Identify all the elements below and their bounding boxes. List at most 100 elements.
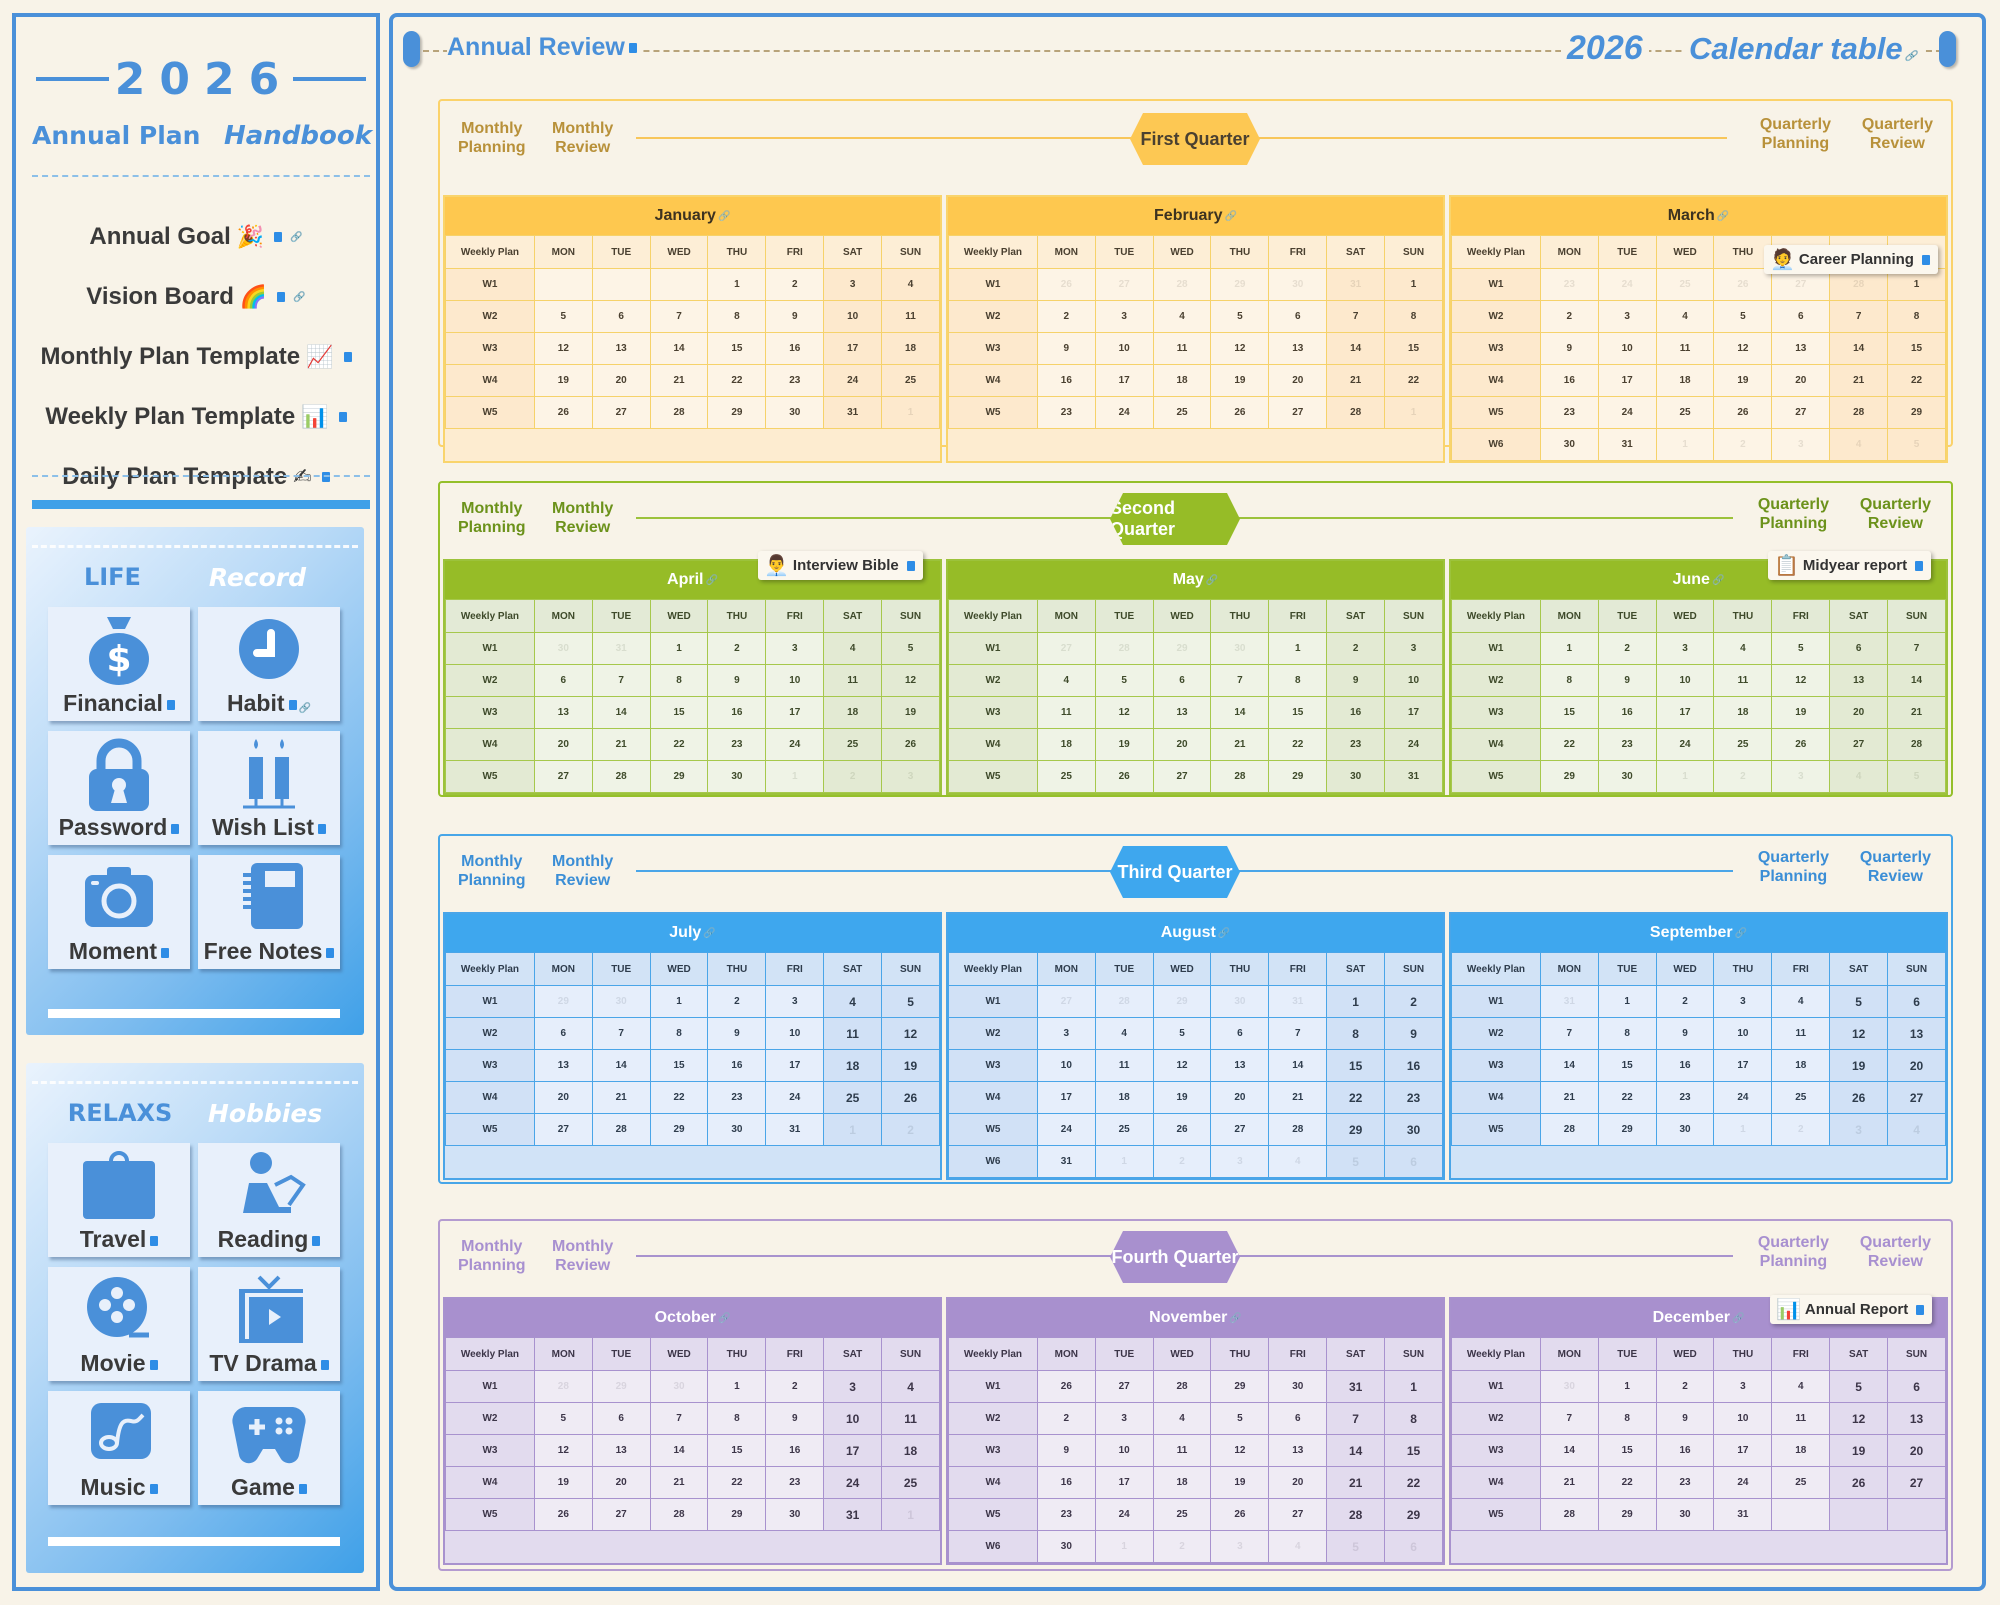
day-cell[interactable]: 22 bbox=[1597, 1081, 1657, 1114]
day-cell[interactable]: 1 bbox=[1539, 632, 1599, 665]
note-icon[interactable] bbox=[320, 1359, 329, 1370]
day-cell[interactable]: 14 bbox=[649, 332, 709, 365]
day-cell[interactable]: 22 bbox=[1539, 728, 1599, 761]
day-cell[interactable]: 24 bbox=[1094, 396, 1154, 429]
day-cell[interactable]: 12 bbox=[533, 332, 593, 365]
day-cell[interactable]: 25 bbox=[1152, 396, 1212, 429]
day-cell[interactable]: 26 bbox=[881, 1081, 940, 1114]
day-cell[interactable]: 25 bbox=[823, 728, 883, 761]
day-cell[interactable] bbox=[1887, 1498, 1946, 1531]
month-title[interactable]: August 🔗 bbox=[948, 914, 1443, 952]
day-cell[interactable]: 10 bbox=[765, 664, 825, 697]
link-icon[interactable]: 🔗 bbox=[1734, 927, 1748, 939]
menu-item-monthly-plan-template[interactable]: Monthly Plan Template 📈 bbox=[16, 327, 376, 387]
day-cell[interactable]: 15 bbox=[649, 696, 709, 729]
day-cell[interactable]: 16 bbox=[765, 332, 825, 365]
day-cell[interactable]: 15 bbox=[1326, 1049, 1386, 1082]
day-cell[interactable]: 4 bbox=[1887, 1113, 1946, 1146]
day-cell[interactable]: 12 bbox=[533, 1434, 593, 1467]
tile-movie[interactable]: Movie bbox=[48, 1267, 190, 1381]
day-cell[interactable]: 27 bbox=[1036, 985, 1096, 1018]
day-cell[interactable]: 22 bbox=[649, 728, 709, 761]
day-cell[interactable]: 21 bbox=[649, 1466, 709, 1499]
note-icon[interactable] bbox=[343, 352, 352, 362]
day-cell[interactable]: 5 bbox=[1210, 300, 1270, 333]
day-cell[interactable]: 4 bbox=[1268, 1530, 1328, 1563]
day-cell[interactable]: 1 bbox=[1384, 268, 1443, 301]
note-icon[interactable] bbox=[274, 232, 283, 242]
day-cell[interactable]: 23 bbox=[707, 1081, 767, 1114]
month-title[interactable]: February 🔗 bbox=[948, 197, 1443, 235]
link-icon[interactable]: 🔗 bbox=[298, 703, 311, 714]
day-cell[interactable]: 4 bbox=[881, 268, 940, 301]
day-cell[interactable]: 30 bbox=[1384, 1113, 1443, 1146]
float-card-midyear-report[interactable]: 📋 Midyear report bbox=[1768, 551, 1932, 580]
day-cell[interactable]: 29 bbox=[1152, 985, 1212, 1018]
day-cell[interactable]: 21 bbox=[591, 728, 651, 761]
day-cell[interactable]: 11 bbox=[1036, 696, 1096, 729]
day-cell[interactable]: 20 bbox=[1268, 1466, 1328, 1499]
note-icon[interactable] bbox=[321, 472, 330, 482]
day-cell[interactable]: 30 bbox=[1539, 1370, 1599, 1403]
day-cell[interactable]: 3 bbox=[823, 1370, 883, 1403]
quarterly-review-link[interactable]: Quarterly Review bbox=[1861, 116, 1933, 152]
day-cell[interactable]: 23 bbox=[1539, 268, 1599, 301]
day-cell[interactable]: 1 bbox=[823, 1113, 883, 1146]
day-cell[interactable]: 18 bbox=[1152, 1466, 1212, 1499]
link-icon[interactable]: 🔗 bbox=[1731, 1312, 1745, 1324]
link-icon[interactable]: 🔗 bbox=[705, 574, 718, 586]
day-cell[interactable]: 19 bbox=[1094, 728, 1154, 761]
day-cell[interactable]: 3 bbox=[1655, 632, 1715, 665]
day-cell[interactable]: 2 bbox=[1539, 300, 1599, 333]
day-cell[interactable]: 18 bbox=[881, 1434, 940, 1467]
day-cell[interactable]: 30 bbox=[1268, 1370, 1328, 1403]
day-cell[interactable]: 30 bbox=[765, 1498, 825, 1531]
day-cell[interactable]: 19 bbox=[1771, 696, 1831, 729]
day-cell[interactable]: 2 bbox=[1152, 1145, 1212, 1178]
day-cell[interactable]: 14 bbox=[649, 1434, 709, 1467]
day-cell[interactable]: 19 bbox=[1210, 364, 1270, 397]
note-icon[interactable] bbox=[161, 947, 170, 958]
day-cell[interactable]: 23 bbox=[1384, 1081, 1443, 1114]
day-cell[interactable]: 30 bbox=[1210, 632, 1270, 665]
link-icon[interactable]: 🔗 bbox=[717, 210, 731, 222]
day-cell[interactable]: 28 bbox=[1094, 985, 1154, 1018]
day-cell[interactable]: 22 bbox=[1268, 728, 1328, 761]
day-cell[interactable]: 11 bbox=[1094, 1049, 1154, 1082]
day-cell[interactable]: 25 bbox=[881, 1466, 940, 1499]
day-cell[interactable]: 3 bbox=[765, 632, 825, 665]
day-cell[interactable]: 26 bbox=[533, 396, 593, 429]
day-cell[interactable]: 19 bbox=[533, 364, 593, 397]
day-cell[interactable]: 9 bbox=[765, 300, 825, 333]
note-icon[interactable] bbox=[1915, 560, 1924, 571]
day-cell[interactable]: 27 bbox=[1210, 1113, 1270, 1146]
day-cell[interactable]: 22 bbox=[707, 364, 767, 397]
day-cell[interactable]: 1 bbox=[649, 985, 709, 1018]
day-cell[interactable]: 21 bbox=[591, 1081, 651, 1114]
day-cell[interactable]: 12 bbox=[881, 1017, 940, 1050]
day-cell[interactable]: 14 bbox=[1268, 1049, 1328, 1082]
day-cell[interactable]: 29 bbox=[1268, 760, 1328, 793]
day-cell[interactable]: 29 bbox=[1326, 1113, 1386, 1146]
day-cell[interactable] bbox=[533, 268, 593, 301]
day-cell[interactable]: 6 bbox=[1152, 664, 1212, 697]
day-cell[interactable]: 21 bbox=[1268, 1081, 1328, 1114]
day-cell[interactable]: 10 bbox=[823, 300, 883, 333]
day-cell[interactable]: 14 bbox=[1887, 664, 1946, 697]
day-cell[interactable]: 26 bbox=[533, 1498, 593, 1531]
day-cell[interactable]: 1 bbox=[1597, 985, 1657, 1018]
day-cell[interactable]: 3 bbox=[1713, 1370, 1773, 1403]
day-cell[interactable]: 11 bbox=[881, 300, 940, 333]
annual-review-link[interactable]: Annual Review bbox=[447, 33, 641, 62]
day-cell[interactable]: 13 bbox=[1210, 1049, 1270, 1082]
day-cell[interactable]: 3 bbox=[1036, 1017, 1096, 1050]
monthly-planning-link[interactable]: Monthly Planning bbox=[458, 120, 526, 156]
quarterly-planning-link[interactable]: Quarterly Planning bbox=[1757, 1234, 1829, 1270]
day-cell[interactable]: 1 bbox=[1597, 1370, 1657, 1403]
day-cell[interactable]: 11 bbox=[1771, 1017, 1831, 1050]
note-icon[interactable] bbox=[288, 699, 297, 710]
monthly-planning-link[interactable]: Monthly Planning bbox=[458, 1238, 526, 1274]
day-cell[interactable]: 4 bbox=[1771, 1370, 1831, 1403]
day-cell[interactable]: 2 bbox=[1152, 1530, 1212, 1563]
day-cell[interactable]: 14 bbox=[1326, 332, 1386, 365]
